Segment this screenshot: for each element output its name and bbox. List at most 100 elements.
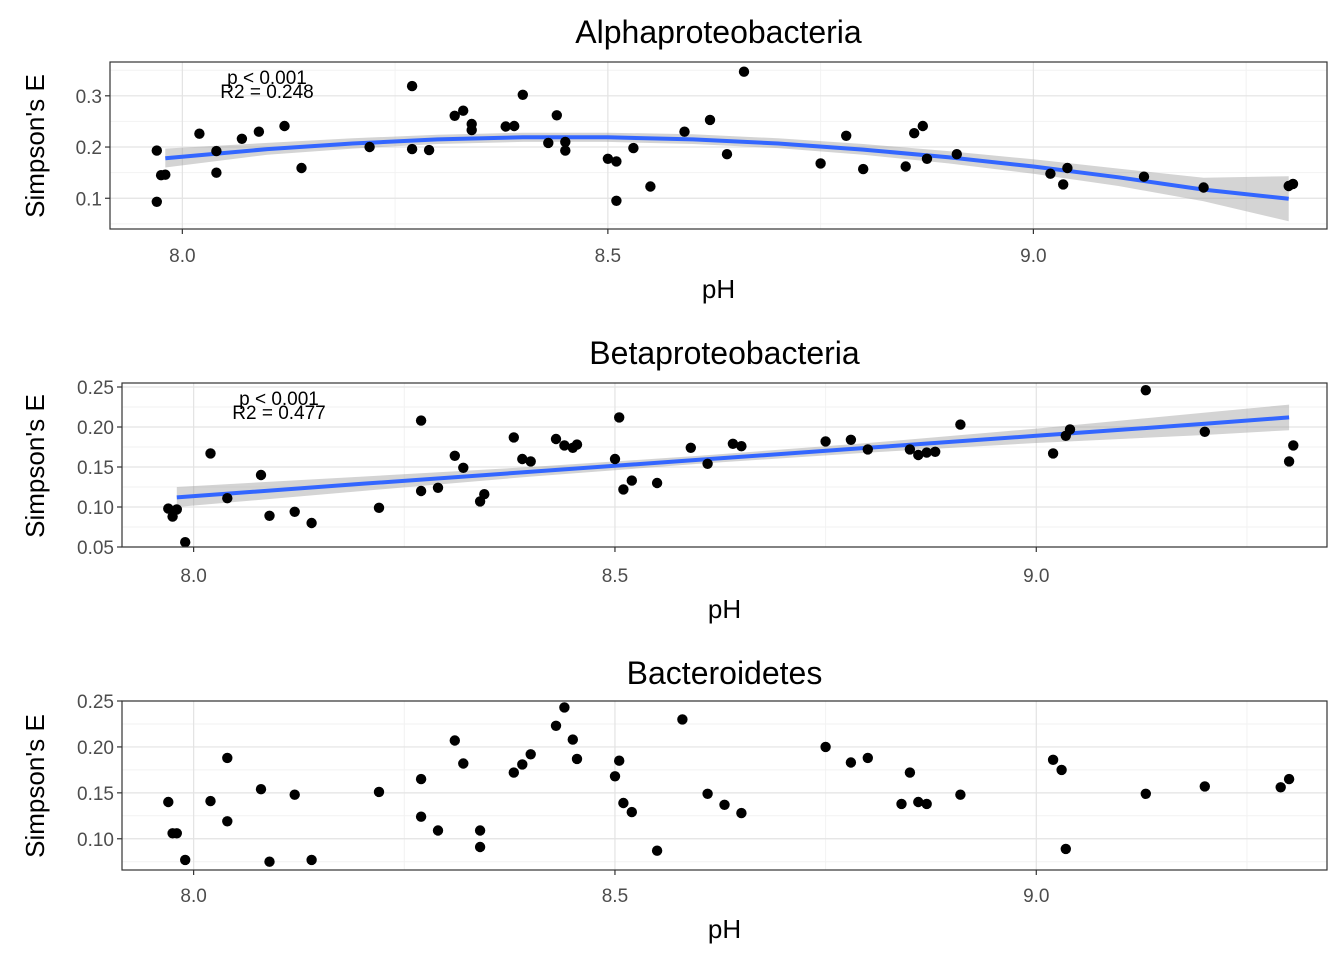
data-point [415,773,427,785]
stat-annotation: R2 = 0.248 [220,82,314,103]
panel-border [121,382,1328,548]
data-point [279,120,290,132]
data-point [517,759,528,770]
data-point [913,449,924,461]
y-axis-label: Simpson's E [20,74,50,218]
data-point [1064,424,1076,435]
data-point [628,142,639,154]
data-point [160,169,171,180]
data-point [1287,178,1299,190]
data-point [1060,843,1072,855]
plot-background [122,701,1327,870]
data-point [560,145,571,156]
data-point [921,447,932,458]
data-point [917,120,928,132]
data-point [862,444,873,455]
data-point [727,438,739,449]
x-axis-label: pH [702,274,735,304]
data-point [517,453,528,465]
data-point [255,784,267,795]
data-point [264,510,275,521]
data-point [296,162,307,174]
data-point [738,66,750,77]
data-point [913,796,924,808]
data-point [525,456,536,467]
data-point [685,442,696,453]
data-point [677,714,688,725]
data-point [904,767,916,778]
data-point [525,749,536,760]
data-point [236,133,248,144]
data-point [364,141,375,153]
confidence-band [165,132,1289,222]
data-point [474,841,486,853]
panel-title: Betaproteobacteria [589,335,860,371]
panel-border [109,61,1328,230]
data-point [423,144,435,156]
stat-annotation: p < 0.001 [239,389,319,410]
y-tick-label: 0.20 [77,738,114,759]
data-point [896,798,907,810]
data-points [163,702,1295,867]
data-point [1199,426,1211,437]
data-point [415,811,427,822]
data-point [930,446,941,457]
data-point [1047,448,1059,459]
data-point [602,153,614,164]
data-point [736,441,747,452]
x-tick-label: 8.5 [602,566,628,587]
y-tick-label: 0.10 [77,498,114,519]
data-point [651,477,663,489]
x-tick-label: 8.0 [169,246,195,267]
data-point [289,506,300,517]
data-point [611,156,622,167]
data-point [721,149,733,160]
stat-annotation: R2 = 0.477 [232,403,326,424]
data-point [180,537,191,548]
data-point [306,517,317,529]
data-point [222,493,233,504]
data-point [449,110,460,122]
data-point [415,485,427,497]
data-point [1047,754,1059,765]
panel-title: Alphaproteobacteria [575,14,862,50]
data-point [500,121,511,132]
y-tick-label: 0.1 [76,189,102,210]
x-tick-label: 8.5 [602,886,628,907]
data-point [1198,182,1209,193]
data-point [264,856,275,867]
data-point [645,181,656,192]
data-point [1056,764,1067,776]
data-point [651,845,663,856]
panel-border [121,700,1328,871]
data-point [373,786,385,798]
data-point [862,752,873,764]
y-tick-label: 0.15 [77,784,114,805]
data-point [1140,385,1152,396]
data-point [543,137,554,149]
data-point [909,128,920,139]
data-point [163,796,174,808]
data-point [458,105,469,116]
data-point [845,757,857,768]
data-point [955,789,966,800]
data-point [194,128,205,139]
data-point [458,462,469,473]
data-point [567,734,578,745]
data-point [205,795,216,807]
data-point [180,854,191,866]
data-point [679,126,690,137]
data-point [1283,456,1295,467]
data-point [255,469,267,481]
data-point [559,440,570,451]
data-point [415,415,427,426]
x-tick-label: 9.0 [1023,886,1049,907]
data-point [474,825,486,836]
data-point [509,120,520,132]
data-point [845,434,857,445]
data-point [921,153,933,164]
data-point [1275,782,1286,793]
data-point [373,502,385,513]
